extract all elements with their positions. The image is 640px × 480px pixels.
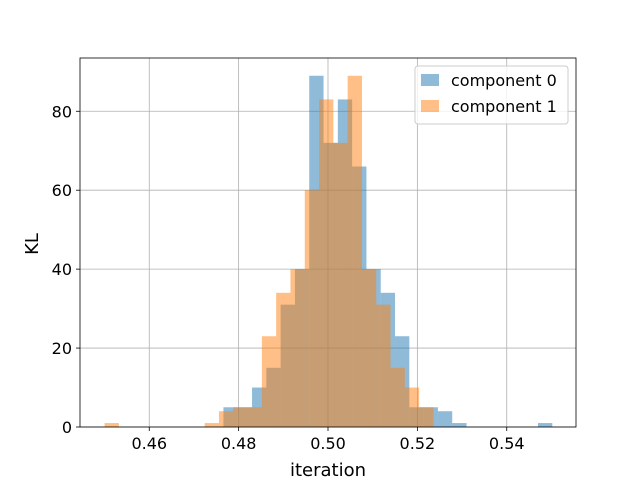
x-tick-label: 0.52 [400,434,436,453]
histogram-bar [290,269,305,427]
histogram-bar [361,269,377,427]
y-tick-label: 60 [52,181,72,200]
series-component-1 [104,75,434,427]
histogram-bar [333,142,348,427]
histogram-bar [247,407,262,427]
legend-box [414,65,569,125]
histogram-bar [218,411,234,427]
histogram-bar [233,407,248,427]
x-tick-label: 0.50 [310,434,346,453]
legend-swatch-component-1 [421,100,439,112]
histogram-bar [404,387,420,427]
histogram-bar [319,99,334,427]
x-tick-label: 0.48 [221,434,257,453]
legend: component 0 component 1 [414,65,569,125]
x-tick-label: 0.46 [131,434,167,453]
y-tick-label: 80 [52,102,72,121]
histogram-bar [347,75,362,427]
legend-label-component-1: component 1 [451,97,557,116]
legend-swatch-component-0 [421,74,439,86]
legend-label-component-0: component 0 [451,71,557,90]
histogram-bar [304,190,320,427]
x-axis-label: iteration [290,460,366,480]
axis-ticks: 0.46 0.48 0.50 0.52 0.54 0 20 40 60 80 [52,102,525,453]
histogram-bar [104,423,119,427]
y-tick-label: 0 [62,418,72,437]
histogram-bar [276,292,291,427]
histogram-bar [419,407,434,427]
histogram-bar [261,336,277,427]
histogram-bar [437,411,453,427]
x-tick-label: 0.54 [489,434,525,453]
histogram-bar [376,304,391,427]
y-axis-label: KL [22,233,43,255]
y-tick-label: 40 [52,260,72,279]
histogram-bars [104,75,553,427]
histogram-bar [204,423,219,427]
y-tick-label: 20 [52,339,72,358]
histogram-bar [452,423,467,427]
histogram-bar [390,367,405,427]
histogram-bar [538,423,553,427]
